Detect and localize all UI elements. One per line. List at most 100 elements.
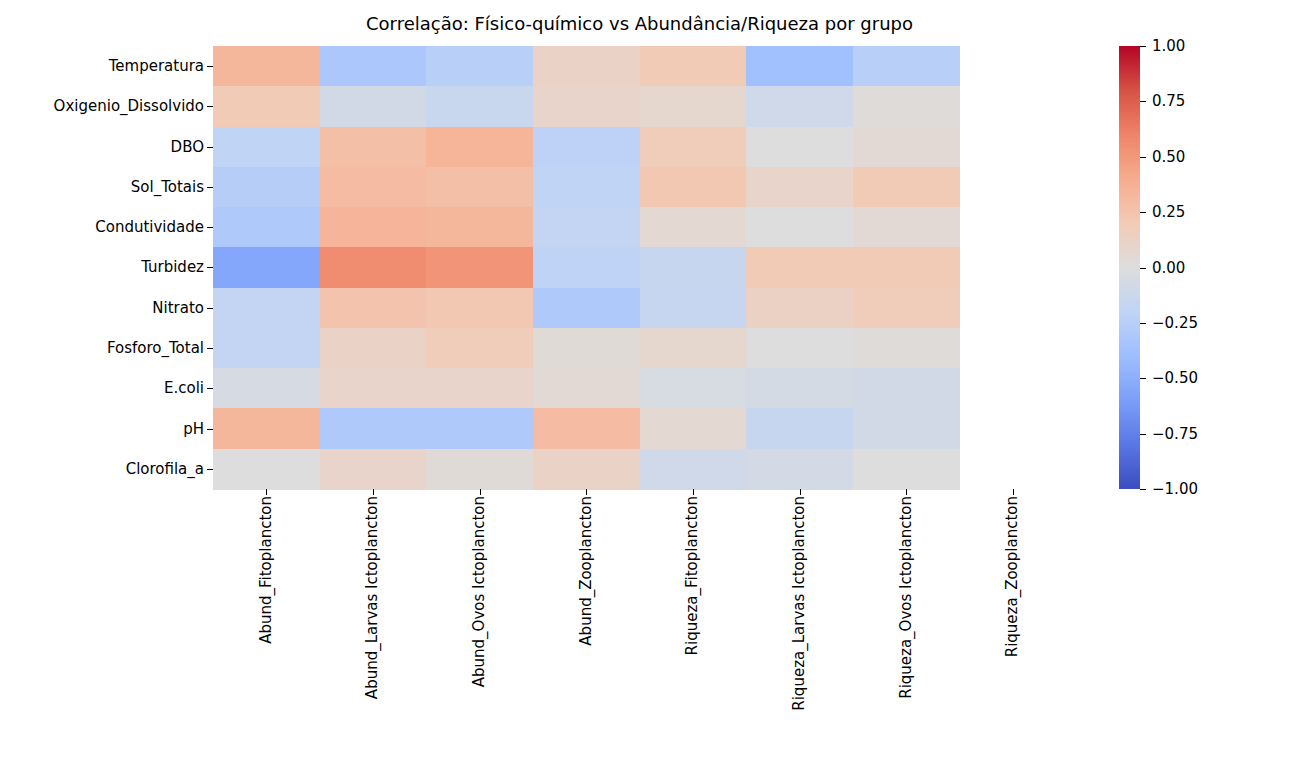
y-tick-label: Fosforo_Total xyxy=(0,339,204,357)
x-tick-label: Abund_Larvas Ictoplancton xyxy=(365,496,380,699)
heatmap-cell xyxy=(320,449,427,490)
heatmap-cell xyxy=(640,328,747,369)
heatmap-cell xyxy=(213,207,320,248)
y-axis-tick xyxy=(207,227,213,228)
colorbar-tick xyxy=(1140,323,1146,324)
heatmap-cell xyxy=(533,46,640,87)
heatmap-cell xyxy=(533,247,640,288)
heatmap-cell xyxy=(853,86,960,127)
heatmap-cell xyxy=(320,86,427,127)
heatmap-cell xyxy=(533,86,640,127)
heatmap-cell xyxy=(426,288,533,329)
colorbar-tick xyxy=(1140,46,1146,47)
x-tick-label: Abund_Zooplancton xyxy=(579,496,594,646)
heatmap-cell xyxy=(853,328,960,369)
heatmap-cell xyxy=(533,408,640,449)
x-axis-tick xyxy=(266,489,267,495)
heatmap-cell xyxy=(640,207,747,248)
heatmap-cell xyxy=(426,167,533,208)
heatmap-cell xyxy=(640,167,747,208)
chart-title: Correlação: Físico-químico vs Abundância… xyxy=(213,13,1066,34)
heatmap-cell xyxy=(853,167,960,208)
colorbar-tick xyxy=(1140,378,1146,379)
x-axis-tick xyxy=(906,489,907,495)
heatmap-cell xyxy=(426,328,533,369)
heatmap-cell xyxy=(320,288,427,329)
heatmap-cell xyxy=(746,328,853,369)
x-axis-tick xyxy=(586,489,587,495)
y-tick-label: Sol_Totais xyxy=(0,178,204,196)
y-tick-label: Oxigenio_Dissolvido xyxy=(0,97,204,115)
heatmap-cell xyxy=(213,328,320,369)
heatmap-cell xyxy=(853,247,960,288)
x-axis-tick xyxy=(800,489,801,495)
y-axis-tick xyxy=(207,308,213,309)
heatmap-cell xyxy=(533,167,640,208)
heatmap-cell xyxy=(320,408,427,449)
heatmap-cell xyxy=(533,368,640,409)
heatmap-cell xyxy=(533,288,640,329)
heatmap-cell xyxy=(320,207,427,248)
colorbar-tick-label: 0.25 xyxy=(1152,203,1185,221)
heatmap-cell xyxy=(853,207,960,248)
y-axis-tick xyxy=(207,429,213,430)
heatmap-cell xyxy=(746,449,853,490)
heatmap-cell xyxy=(213,449,320,490)
colorbar-tick-label: 0.75 xyxy=(1152,92,1185,110)
heatmap-cell xyxy=(960,288,1067,329)
heatmap-cell xyxy=(426,86,533,127)
x-tick-label: Riqueza_Ovos Ictoplancton xyxy=(899,496,914,699)
heatmap-cell xyxy=(746,207,853,248)
heatmap-cell xyxy=(213,127,320,168)
heatmap-cell xyxy=(960,127,1067,168)
heatmap-cell xyxy=(426,46,533,87)
heatmap-cell xyxy=(533,328,640,369)
y-axis-tick xyxy=(207,348,213,349)
heatmap-cell xyxy=(746,86,853,127)
y-tick-label: Turbidez xyxy=(0,258,204,276)
x-axis-tick xyxy=(480,489,481,495)
colorbar-tick-label: −0.75 xyxy=(1152,425,1198,443)
heatmap-cell xyxy=(426,368,533,409)
x-tick-label: Riqueza_Zooplancton xyxy=(1005,496,1020,657)
x-tick-label: Abund_Ovos Ictoplancton xyxy=(472,496,487,687)
x-tick-label: Abund_Fitoplancton xyxy=(259,496,274,644)
colorbar-tick-label: −0.25 xyxy=(1152,314,1198,332)
colorbar-tick xyxy=(1140,101,1146,102)
heatmap-cell xyxy=(746,167,853,208)
x-tick-label: Riqueza_Fitoplancton xyxy=(685,496,700,655)
heatmap-cell xyxy=(960,449,1067,490)
heatmap-cell xyxy=(426,127,533,168)
heatmap-cell xyxy=(213,368,320,409)
colorbar-tick xyxy=(1140,212,1146,213)
heatmap-cell xyxy=(960,408,1067,449)
colorbar-tick xyxy=(1140,434,1146,435)
colorbar-tick-label: 0.50 xyxy=(1152,148,1185,166)
heatmap-cell xyxy=(853,288,960,329)
y-axis-tick xyxy=(207,267,213,268)
heatmap-cell xyxy=(640,368,747,409)
heatmap-cell xyxy=(320,368,427,409)
y-axis-tick xyxy=(207,106,213,107)
heatmap-cell xyxy=(746,46,853,87)
colorbar-tick-label: 0.00 xyxy=(1152,259,1185,277)
heatmap-cell xyxy=(426,247,533,288)
heatmap-cell xyxy=(960,86,1067,127)
heatmap-cell xyxy=(853,127,960,168)
heatmap-cell xyxy=(533,449,640,490)
heatmap-cell xyxy=(213,167,320,208)
heatmap-cell xyxy=(960,207,1067,248)
heatmap-cell xyxy=(320,328,427,369)
y-tick-label: Condutividade xyxy=(0,218,204,236)
heatmap-cell xyxy=(960,328,1067,369)
heatmap-cell xyxy=(746,247,853,288)
heatmap-cell xyxy=(640,449,747,490)
heatmap-cell xyxy=(533,207,640,248)
heatmap-cell xyxy=(853,46,960,87)
heatmap-cell xyxy=(426,449,533,490)
y-tick-label: E.coli xyxy=(0,379,204,397)
heatmap-cell xyxy=(213,247,320,288)
heatmap-cell xyxy=(426,207,533,248)
colorbar-tick xyxy=(1140,268,1146,269)
x-tick-label: Riqueza_Larvas Ictoplancton xyxy=(792,496,807,711)
